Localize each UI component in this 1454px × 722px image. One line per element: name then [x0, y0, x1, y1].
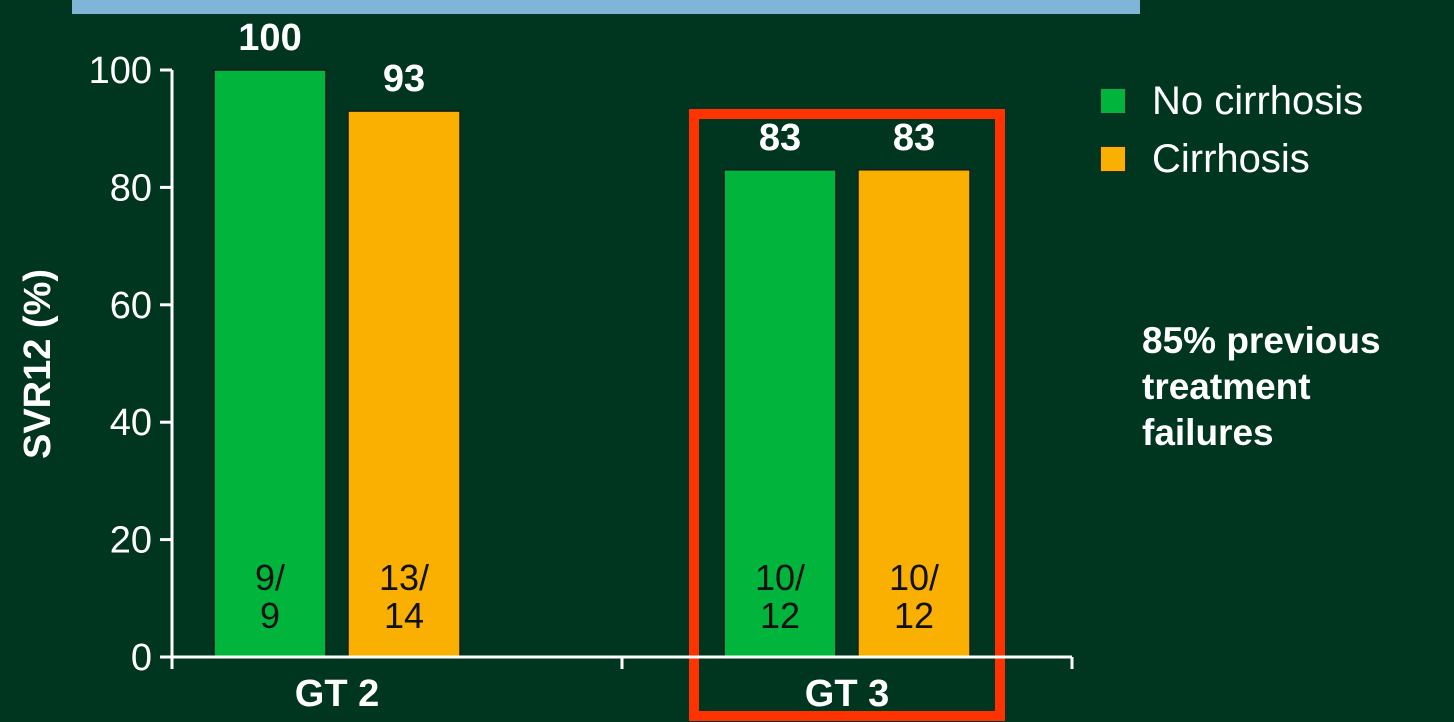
legend-swatch-no-cirrhosis [1100, 88, 1126, 114]
bar-n-label: 12 [760, 595, 800, 636]
bar-value-label: 93 [383, 58, 425, 100]
annotation-line: 85% previous [1142, 320, 1381, 361]
annotation-note: 85% previous treatment failures [1142, 318, 1454, 456]
legend: No cirrhosis Cirrhosis [1100, 72, 1363, 188]
annotation-line: failures [1142, 412, 1274, 453]
bar-value-label: 83 [893, 117, 935, 159]
legend-item-cirrhosis: Cirrhosis [1100, 130, 1363, 188]
bar-n-label: 10/ [889, 557, 939, 598]
y-axis-title: SVR12 (%) [17, 269, 59, 459]
bar [857, 169, 971, 658]
bar-n-label: 10/ [755, 557, 805, 598]
bar-n-label: 12 [894, 595, 934, 636]
bar [347, 110, 461, 658]
y-tick-label: 80 [110, 167, 152, 209]
bar [723, 169, 837, 658]
y-tick-label: 60 [110, 285, 152, 327]
bar-n-label: 13/ [379, 557, 429, 598]
y-tick-label: 0 [131, 637, 152, 679]
legend-swatch-cirrhosis [1100, 146, 1126, 172]
bar-n-label: 14 [384, 595, 424, 636]
bar-value-label: 100 [238, 17, 301, 59]
y-tick-label: 40 [110, 402, 152, 444]
bar-value-label: 83 [759, 117, 801, 159]
title-bar-edge [72, 0, 1140, 14]
y-tick-label: 20 [110, 520, 152, 562]
annotation-line: treatment [1142, 366, 1311, 407]
x-tick-label: GT 3 [805, 673, 889, 715]
x-tick-label: GT 2 [295, 673, 379, 715]
y-tick-label: 100 [89, 50, 152, 92]
highlight-box [689, 109, 1005, 721]
legend-label-cirrhosis: Cirrhosis [1152, 136, 1310, 181]
legend-item-no-cirrhosis: No cirrhosis [1100, 72, 1363, 130]
legend-label-no-cirrhosis: No cirrhosis [1152, 78, 1364, 123]
bar-n-label: 9/ [255, 557, 285, 598]
bar-n-label: 9 [260, 595, 280, 636]
bar [213, 69, 327, 658]
